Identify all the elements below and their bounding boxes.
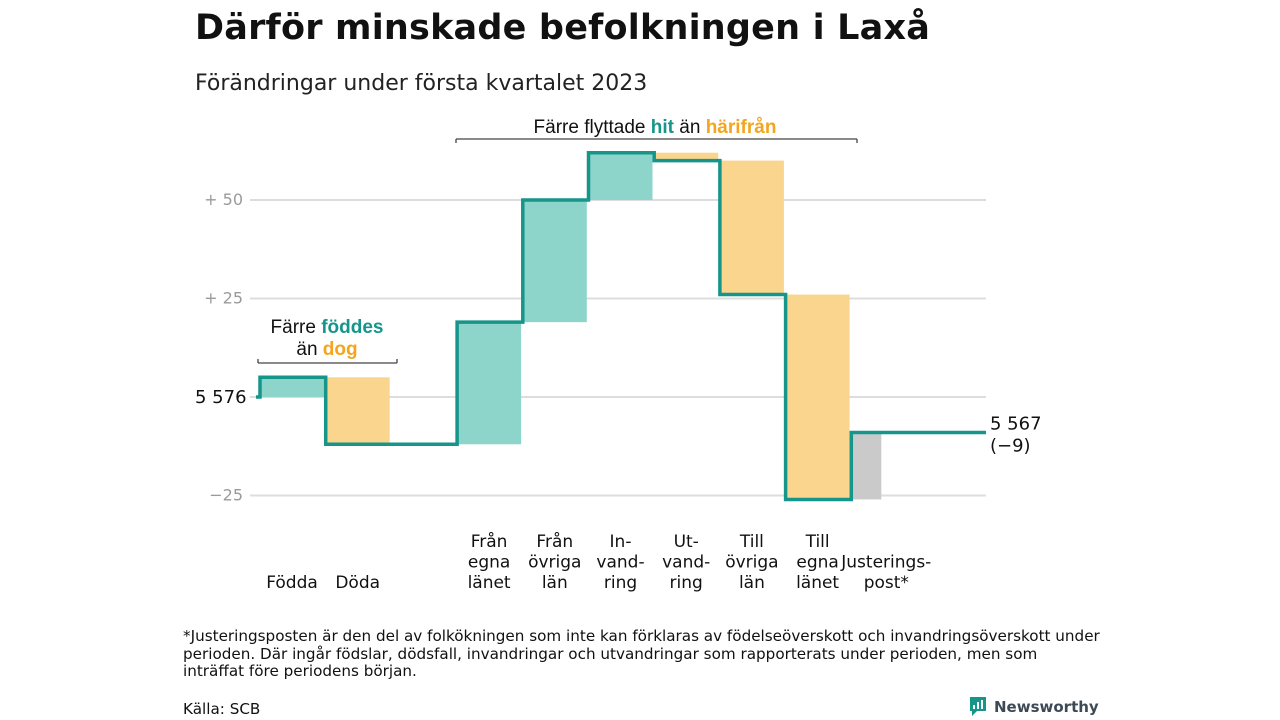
x-category-label: post* xyxy=(864,573,909,593)
bar xyxy=(654,152,719,161)
x-category-label: övriga xyxy=(528,553,581,573)
annotation-migration: Färre flyttade hit än härifrån xyxy=(534,117,777,138)
chart-subtitle: Förändringar under första kvartalet 2023 xyxy=(195,71,648,96)
newsworthy-logo-icon xyxy=(970,697,986,716)
brand-name: Newsworthy xyxy=(994,698,1099,716)
end-value-label: 5 567 xyxy=(990,413,1042,434)
x-category-label: egna xyxy=(468,553,510,573)
x-category-label: vand- xyxy=(596,553,644,573)
x-category-label: vand- xyxy=(662,553,710,573)
bar xyxy=(522,200,587,323)
bar xyxy=(325,377,390,445)
x-category-label: egna xyxy=(796,553,838,573)
end-change-label: (−9) xyxy=(990,435,1031,456)
x-category-label: län xyxy=(739,573,765,593)
x-category-label: Till xyxy=(805,532,830,552)
y-tick-label: + 50 xyxy=(204,190,243,209)
x-category-label: In- xyxy=(610,532,632,552)
annotation-births-line1: Färre föddes xyxy=(271,317,384,338)
level-line xyxy=(256,150,986,502)
x-category-label: Från xyxy=(471,531,508,552)
x-category-label: Ut- xyxy=(674,532,699,552)
bar xyxy=(260,377,324,397)
x-category-label: länet xyxy=(468,573,511,593)
bars xyxy=(260,152,882,500)
x-category-label: Till xyxy=(739,532,764,552)
source-note: Källa: SCB xyxy=(183,700,261,718)
x-category-label: Justerings- xyxy=(840,553,931,573)
x-category-label: länet xyxy=(796,573,839,593)
x-category-label: övriga xyxy=(725,553,778,573)
footnote: *Justeringsposten är den del av folkökni… xyxy=(183,627,1100,680)
annotation-births-line2: än dog xyxy=(296,339,357,360)
bar xyxy=(785,294,850,500)
bar xyxy=(851,432,882,500)
start-value-label: 5 576 xyxy=(195,387,247,408)
y-tick-label: + 25 xyxy=(204,289,243,308)
bar xyxy=(719,160,784,295)
x-category-label: län xyxy=(542,573,568,593)
x-category-label: ring xyxy=(670,573,703,593)
newsworthy-logo[interactable]: Newsworthy xyxy=(968,696,1099,718)
x-category-label: ring xyxy=(604,573,637,593)
chart-title: Därför minskade befolkningen i Laxå xyxy=(195,8,931,48)
x-category-label: Födda xyxy=(266,573,318,593)
level-line-path xyxy=(256,150,986,502)
x-category-label: Från xyxy=(536,531,573,552)
bar xyxy=(457,322,522,445)
bar xyxy=(588,152,653,200)
x-category-label: Döda xyxy=(335,573,380,593)
y-tick-label: −25 xyxy=(209,486,243,505)
